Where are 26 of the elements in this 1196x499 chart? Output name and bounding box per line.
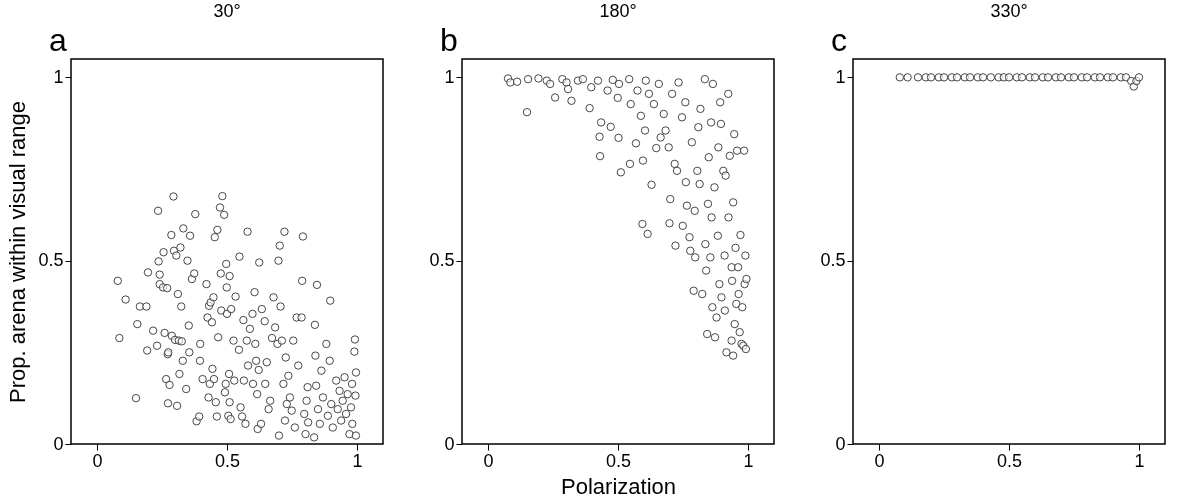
y-tick-label: 0	[444, 433, 455, 454]
x-tick-label: 0	[874, 450, 885, 471]
chart-title: 30°	[213, 1, 241, 21]
y-tick-label: 1	[444, 66, 455, 87]
chart-title: 330°	[990, 1, 1028, 21]
y-tick-label: 1	[835, 66, 846, 87]
x-tick-label: 0	[483, 450, 494, 471]
x-tick-label: 1	[1134, 450, 1145, 471]
text: a	[49, 22, 67, 58]
y-tick-label: 0	[53, 433, 64, 454]
text: c	[831, 22, 847, 58]
y-tick-label: 0.5	[38, 250, 64, 271]
text: b	[440, 22, 458, 58]
x-tick-label: 1	[352, 450, 363, 471]
x-tick-label: 0	[92, 450, 103, 471]
x-tick-label: 1	[743, 450, 754, 471]
y-axis-title: Prop. arena within visual range	[5, 100, 31, 404]
y-tick-label: 0.5	[429, 250, 455, 271]
y-tick-label: 0	[835, 433, 846, 454]
y-tick-label: 0.5	[820, 250, 846, 271]
chart-title: 180°	[599, 1, 637, 21]
x-tick-label: 0.5	[214, 450, 241, 471]
x-axis-title: Polarization	[561, 473, 676, 499]
x-tick-label: 0.5	[605, 450, 632, 471]
x-tick-label: 0.5	[996, 450, 1023, 471]
y-tick-label: 1	[53, 66, 64, 87]
